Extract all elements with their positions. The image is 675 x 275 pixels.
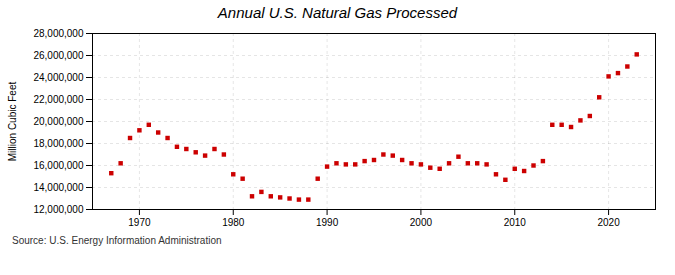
svg-text:18,000,000: 18,000,000 [33, 138, 83, 149]
html-text:Annual U.S. Natural Gas Proces: Annual U.S. Natural Gas Processed [217, 4, 458, 21]
svg-text:20,000,000: 20,000,000 [33, 116, 83, 127]
svg-text:24,000,000: 24,000,000 [33, 72, 83, 83]
svg-text:12,000,000: 12,000,000 [33, 204, 83, 215]
svg-text:1990: 1990 [316, 217, 339, 228]
svg-text:16,000,000: 16,000,000 [33, 160, 83, 171]
svg-text:2010: 2010 [504, 217, 527, 228]
svg-text:22,000,000: 22,000,000 [33, 94, 83, 105]
svg-text:14,000,000: 14,000,000 [33, 182, 83, 193]
svg-text:Million Cubic Feet: Million Cubic Feet [7, 82, 18, 162]
svg-text:1980: 1980 [222, 217, 245, 228]
svg-text:2020: 2020 [597, 217, 620, 228]
html-text:Source: U.S. Energy Informatio: Source: U.S. Energy Information Administ… [12, 235, 222, 246]
svg-text:26,000,000: 26,000,000 [33, 50, 83, 61]
svg-text:28,000,000: 28,000,000 [33, 28, 83, 39]
svg-text:2000: 2000 [410, 217, 433, 228]
svg-text:1970: 1970 [128, 217, 151, 228]
